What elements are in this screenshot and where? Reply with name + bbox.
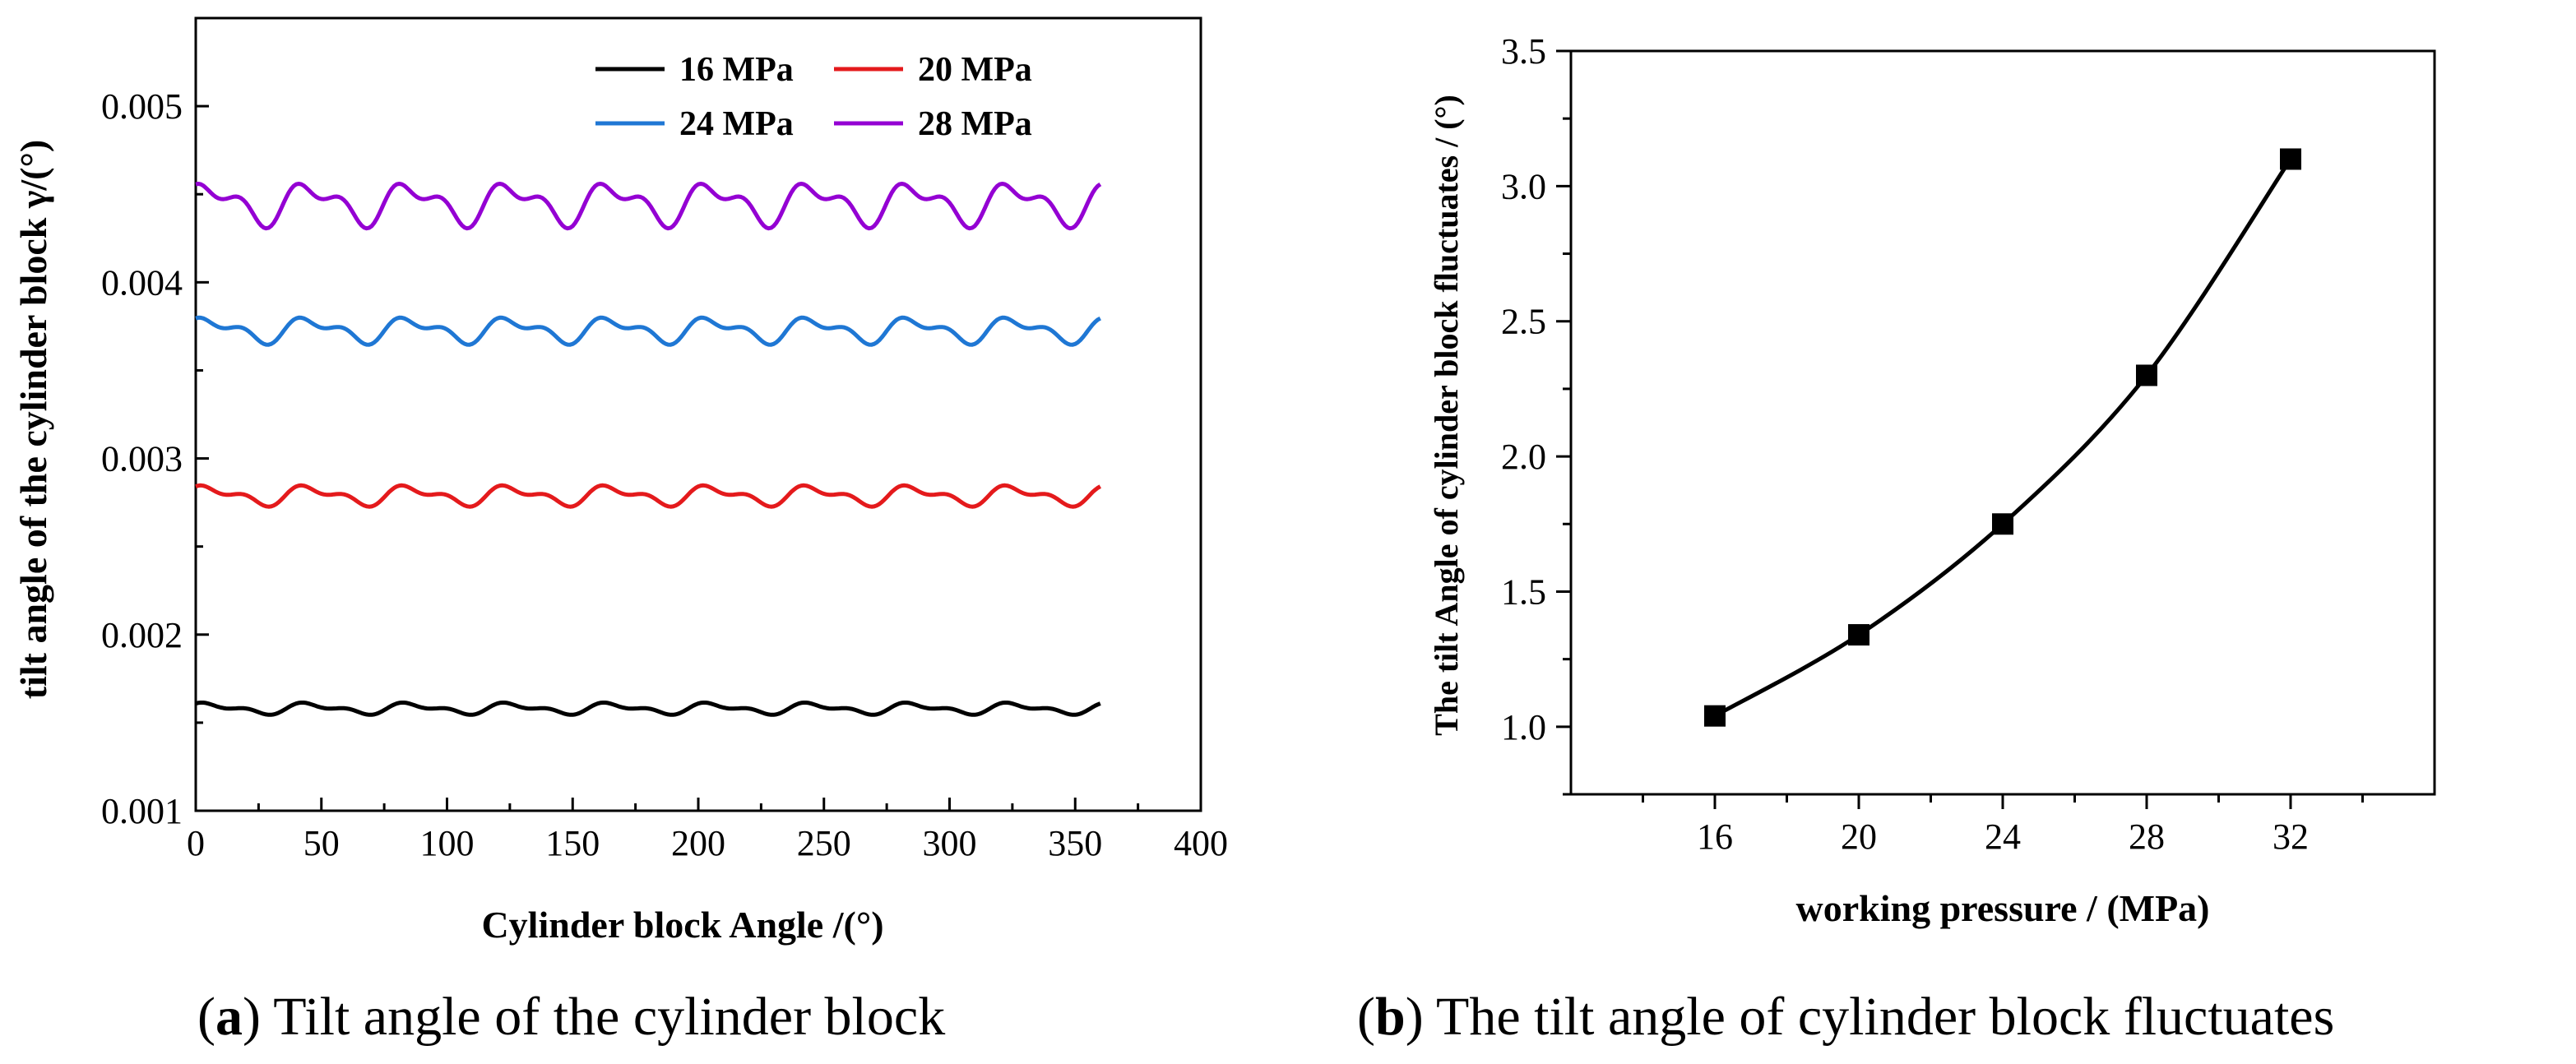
y-axis-label-b: The tilt Angle of cylinder block fluctua… [1428,95,1465,736]
y-tick-labels-b: 1.0 1.5 2.0 2.5 3.0 3.5 [1501,31,1546,747]
x-tick-labels-b: 16 20 24 28 32 [1697,817,2309,857]
x-tick-label-b: 28 [2129,817,2165,857]
legend-label-16mpa: 16 MPa [679,51,794,89]
y-tick-label-a: 0.005 [101,86,183,127]
caption-a-letter: a [215,987,243,1047]
data-point-20mpa [1848,624,1869,646]
caption-b: (b) The tilt angle of cylinder block flu… [1357,987,2334,1047]
caption-b-letter: b [1375,987,1406,1047]
y-tick-label-a: 0.004 [101,262,183,303]
y-axis-label-a: tilt angle of the cylinder block γ/(°) [12,140,54,699]
x-tick-label-a: 400 [1174,823,1228,863]
x-tick-label-b: 20 [1841,817,1877,857]
y-tick-label-a: 0.003 [101,439,183,479]
x-axis-label-a: Cylinder block Angle /(°) [481,904,883,946]
y-tick-label-b: 3.0 [1501,166,1546,206]
x-tick-label-b: 16 [1697,817,1733,857]
x-tick-label-a: 200 [671,823,725,863]
panel-a-tilt-angle-chart: 0 50 100 150 200 250 300 350 400 0.001 0.002 0.003… [12,16,1228,946]
data-markers-b [1704,148,2301,727]
x-tick-label-a: 50 [303,823,340,863]
data-point-28mpa [2136,364,2157,386]
caption-a: (a) Tilt angle of the cylinder block [197,987,945,1047]
fluctuation-line [1713,158,2293,718]
series-line-28mpa [195,182,1102,231]
x-tick-label-a: 150 [545,823,600,863]
y-tick-label-a: 0.002 [101,615,183,655]
series-lines-a [195,182,1102,717]
y-tick-label-a: 0.001 [101,791,183,831]
y-tick-label-b: 2.5 [1501,302,1546,342]
axis-ticks-a [194,104,1202,812]
data-point-24mpa [1992,513,2013,535]
panel-b-fluctuation-chart: 16 20 24 28 32 1.0 1.5 2.0 2.5 3.0 3.5 working pr… [1428,31,2436,929]
series-line-24mpa [195,315,1101,347]
data-point-16mpa [1704,705,1726,727]
data-point-32mpa [2280,148,2301,170]
caption-a-text: Tilt angle of the cylinder block [273,987,945,1047]
series-line-b [1713,158,2293,718]
x-tick-label-a: 350 [1048,823,1102,863]
plot-frame-b [1569,49,2436,796]
x-tick-labels-a: 0 50 100 150 200 250 300 350 400 [187,823,1228,863]
x-axis-label-b: working pressure / (MPa) [1796,887,2210,929]
legend-label-28mpa: 28 MPa [918,105,1032,143]
x-tick-label-a: 100 [420,823,475,863]
x-tick-label-a: 0 [187,823,205,863]
legend-a: 16 MPa 20 MPa 24 MPa 28 MPa [595,51,1032,143]
caption-b-text: The tilt angle of cylinder block fluctua… [1436,987,2334,1047]
series-line-16mpa [195,701,1101,717]
axis-ticks-b [1556,49,2364,809]
x-tick-label-b: 24 [1985,817,2021,857]
y-tick-label-b: 3.5 [1501,31,1546,72]
series-line-20mpa [195,483,1102,509]
x-tick-label-a: 300 [923,823,977,863]
y-tick-labels-a: 0.001 0.002 0.003 0.004 0.005 [101,86,183,831]
x-tick-label-b: 32 [2273,817,2309,857]
y-tick-label-b: 1.5 [1501,571,1546,612]
legend-label-24mpa: 24 MPa [679,105,794,143]
y-tick-label-b: 1.0 [1501,707,1546,747]
y-tick-label-b: 2.0 [1501,437,1546,477]
legend-label-20mpa: 20 MPa [918,51,1032,89]
x-tick-label-a: 250 [797,823,851,863]
